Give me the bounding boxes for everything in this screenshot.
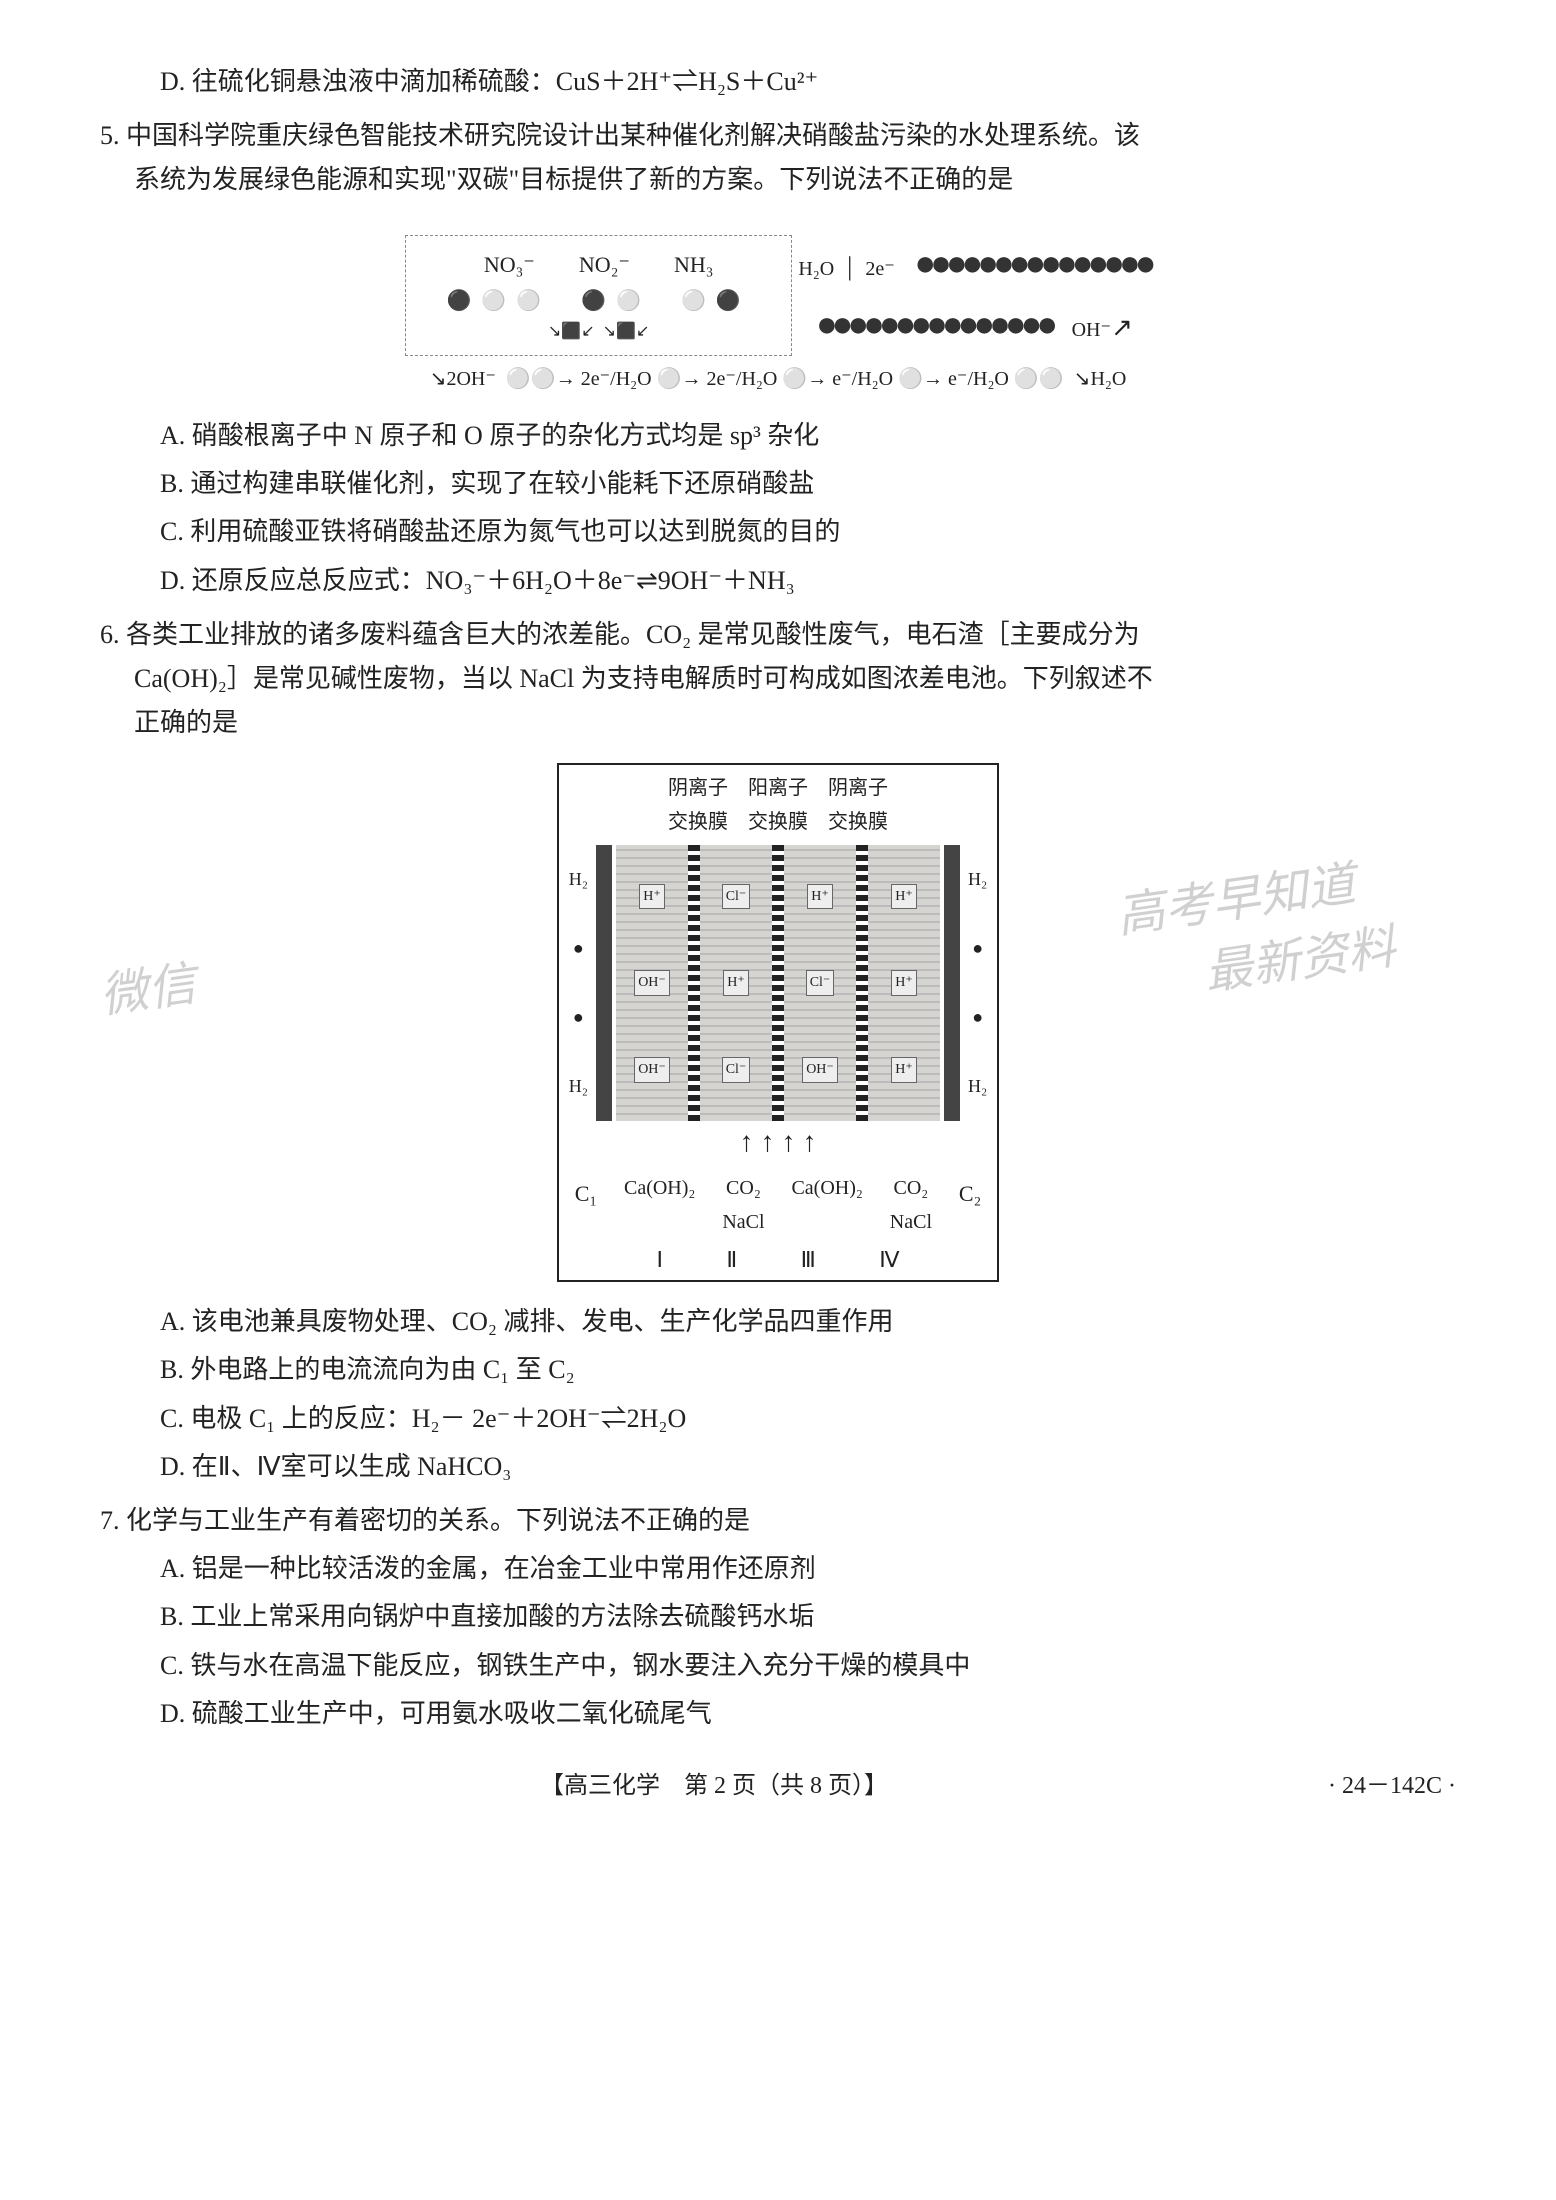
q5-option-b: B. 通过构建串联催化剂，实现了在较小能耗下还原硝酸盐 [160,462,1456,506]
question-6: 6. 各类工业排放的诸多废料蕴含巨大的浓差能。CO₂ 是常见酸性废气，电石渣［主… [100,613,1456,1489]
electron-label: 2e⁻ [865,258,894,280]
question-7: 7. 化学与工业生产有着密切的关系。下列说法不正确的是 A. 铝是一种比较活泼的… [100,1499,1456,1736]
input-labels: C₁ Ca(OH)₂ CO₂ NaCl Ca(OH)₂ CO₂ NaCl C₂ [565,1171,992,1239]
chamber-1: H⁺ OH⁻ OH⁻ [616,845,688,1121]
q6-stem-line3: 正确的是 [134,701,1456,745]
q5-top-species-box: NO₃⁻ NO₂⁻ NH₃ ⚫⚪⚪ ⚫⚪ ⚪⚫ ↘⬛↙ ↘⬛↙ [405,235,791,356]
h2-top-left: H₂ [565,864,592,895]
membrane-1 [688,845,700,1121]
q6-option-b: B. 外电路上的电流流向为由 C₁ 至 C₂ [160,1348,1456,1392]
q6-option-a: A. 该电池兼具废物处理、CO₂ 减排、发电、生产化学品四重作用 [160,1300,1456,1344]
q6-option-c: C. 电极 C₁ 上的反应：H₂－ 2e⁻＋2OH⁻⇌2H₂O [160,1397,1456,1441]
chamber-2: Cl⁻ H⁺ Cl⁻ [700,845,772,1121]
right-h2-labels: H₂ ● ● H₂ [964,845,991,1121]
roman-4: Ⅳ [879,1241,899,1278]
left-h2-labels: H₂ ● ● H₂ [565,845,592,1121]
h2o-label: H₂O [798,258,834,280]
membrane-2 [772,845,784,1121]
ion-h6: H⁺ [891,1057,917,1083]
exam-page: D. 往硫化铜悬浊液中滴加稀硫酸：CuS＋2H⁺⇌H₂S＋Cu²⁺ 5. 中国科… [0,0,1556,1847]
h2-bot-right: H₂ [964,1071,991,1102]
q6-stem-line2: Ca(OH)₂］是常见碱性废物，当以 NaCl 为支持电解质时可构成如图浓差电池… [134,657,1456,701]
q7-option-b: B. 工业上常采用向锅炉中直接加酸的方法除去硫酸钙水垢 [160,1595,1456,1639]
q6-cell-diagram: xx 阴离子 交换膜 阳离子 交换膜 阴离子 交换膜 xx H₂ ● ● H₂ [100,763,1456,1282]
q5-option-c: C. 利用硫酸亚铁将硝酸盐还原为氮气也可以达到脱氮的目的 [160,510,1456,554]
ion-h4: H⁺ [891,884,917,910]
q5-stem-line2: 系统为发展绿色能源和实现"双碳"目标提供了新的方案。下列说法不正确的是 [134,158,1456,202]
roman-1: Ⅰ [656,1241,663,1278]
input-caoh2-2: Ca(OH)₂ [791,1171,862,1239]
ion-oh: OH⁻ [634,970,670,996]
c1-label: C₁ [575,1175,597,1239]
input-co2-1: CO₂ NaCl [722,1171,764,1239]
input-co2-2: CO₂ NaCl [890,1171,932,1239]
roman-3: Ⅲ [801,1241,816,1278]
membrane-label-1: 阴离子 交换膜 [668,771,728,839]
question-5: 5. 中国科学院重庆绿色智能技术研究院设计出某种催化剂解决硝酸盐污染的水处理系统… [100,114,1456,603]
electrode-c2-bar [944,845,960,1121]
footer-center-text: 【高三化学 第 2 页（共 8 页）】 [540,1773,888,1799]
ion-h3: H⁺ [807,884,833,910]
page-footer: 【高三化学 第 2 页（共 8 页）】 · 24－142C · [100,1766,1456,1807]
ion-h: H⁺ [639,884,665,910]
membrane-label-row: xx 阴离子 交换膜 阳离子 交换膜 阴离子 交换膜 xx [565,771,992,839]
chamber-4: H⁺ H⁺ H⁺ [868,845,940,1121]
chain-0: 2e⁻/H₂O [581,368,652,390]
roman-labels: Ⅰ Ⅱ Ⅲ Ⅳ [565,1241,992,1278]
roman-2: Ⅱ [726,1241,737,1278]
ion-h5: H⁺ [891,970,917,996]
ion-oh3: OH⁻ [802,1057,838,1083]
ion-cl2: Cl⁻ [722,1057,751,1083]
q5-catalyst-surface: H₂O | 2e⁻ ●●●●●●●●●●●●●●●●●●●●●●●●●●●●●●… [798,233,1150,355]
species-no3: NO₃⁻ [484,252,535,277]
h2-bot-left: H₂ [565,1071,592,1102]
q6-option-d: D. 在Ⅱ、Ⅳ室可以生成 NaHCO₃ [160,1445,1456,1489]
h2-top-right: H₂ [964,864,991,895]
q5-stem-line1: 5. 中国科学院重庆绿色智能技术研究院设计出某种催化剂解决硝酸盐污染的水处理系统… [134,114,1456,158]
oh-right-label: OH⁻ [1072,319,1111,341]
input-arrows: ↑ ↑ ↑ ↑ [565,1119,992,1167]
electrochemical-cell: xx 阴离子 交换膜 阳离子 交换膜 阴离子 交换膜 xx H₂ ● ● H₂ [557,763,1000,1282]
species-no2: NO₂⁻ [579,252,630,277]
membrane-label-3: 阴离子 交换膜 [828,771,888,839]
chain-2: 2e⁻/H₂O [706,368,777,390]
chamber-3: H⁺ Cl⁻ OH⁻ [784,845,856,1121]
q5-option-a: A. 硝酸根离子中 N 原子和 O 原子的杂化方式均是 sp³ 杂化 [160,414,1456,458]
q7-stem: 7. 化学与工业生产有着密切的关系。下列说法不正确的是 [134,1499,1456,1543]
q5-catalyst-diagram: NO₃⁻ NO₂⁻ NH₃ ⚫⚪⚪ ⚫⚪ ⚪⚫ ↘⬛↙ ↘⬛↙ H₂O | 2e… [100,221,1456,396]
ion-cl: Cl⁻ [722,884,751,910]
ion-oh2: OH⁻ [634,1057,670,1083]
membrane-label-2: 阳离子 交换膜 [748,771,808,839]
q6-stem-line1: 6. 各类工业排放的诸多废料蕴含巨大的浓差能。CO₂ 是常见酸性废气，电石渣［主… [134,613,1456,657]
h2o-right: H₂O [1090,368,1126,390]
c2-label: C₂ [959,1175,981,1239]
input-caoh2-1: Ca(OH)₂ [624,1171,695,1239]
q5-chain-labels: ↘2OH⁻ ⚪⚪→ 2e⁻/H₂O ⚪→ 2e⁻/H₂O ⚪→ e⁻/H₂O ⚪… [100,362,1456,396]
footer-page-code: · 24－142C · [1328,1766,1456,1807]
q7-option-c: C. 铁与水在高温下能反应，钢铁生产中，钢水要注入充分干燥的模具中 [160,1644,1456,1688]
ion-cl3: Cl⁻ [806,970,835,996]
q7-option-d: D. 硫酸工业生产中，可用氨水吸收二氧化硫尾气 [160,1692,1456,1736]
electrode-c1-bar [596,845,612,1121]
chain-6: e⁻/H₂O [948,368,1009,390]
q5-option-d: D. 还原反应总反应式：NO₃⁻＋6H₂O＋8e⁻⇌9OH⁻＋NH₃ [160,559,1456,603]
q7-option-a: A. 铝是一种比较活泼的金属，在冶金工业中常用作还原剂 [160,1547,1456,1591]
cell-body: H₂ ● ● H₂ H⁺ OH⁻ OH⁻ Cl⁻ H⁺ [565,845,992,1121]
species-nh3: NH₃ [674,252,713,277]
ion-h2: H⁺ [723,970,749,996]
membrane-3 [856,845,868,1121]
q4-option-d: D. 往硫化铜悬浊液中滴加稀硫酸：CuS＋2H⁺⇌H₂S＋Cu²⁺ [160,60,1456,104]
chain-4: e⁻/H₂O [832,368,893,390]
2oh-label: 2OH⁻ [446,368,495,390]
